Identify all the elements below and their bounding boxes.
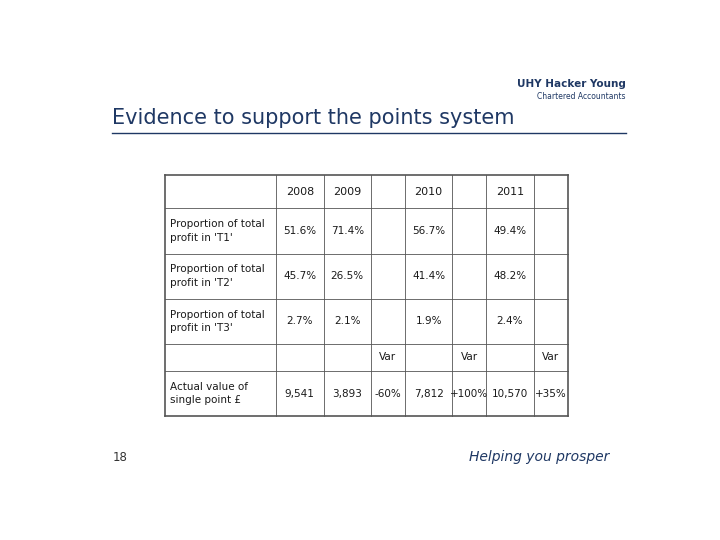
Text: 2008: 2008 (286, 187, 314, 197)
Text: Proportion of total
profit in 'T2': Proportion of total profit in 'T2' (170, 265, 264, 288)
Text: 48.2%: 48.2% (493, 271, 526, 281)
Text: 3,893: 3,893 (333, 389, 362, 399)
Text: 10,570: 10,570 (492, 389, 528, 399)
Text: 18: 18 (112, 451, 127, 464)
Text: Proportion of total
profit in 'T3': Proportion of total profit in 'T3' (170, 309, 264, 333)
Text: 49.4%: 49.4% (493, 226, 526, 236)
Text: 1.9%: 1.9% (415, 316, 442, 326)
Text: 2.7%: 2.7% (287, 316, 313, 326)
Text: Helping you prosper: Helping you prosper (469, 450, 609, 464)
Text: 9,541: 9,541 (285, 389, 315, 399)
Text: 41.4%: 41.4% (412, 271, 445, 281)
Text: 2.1%: 2.1% (334, 316, 361, 326)
Text: Var: Var (542, 353, 559, 362)
Text: Evidence to support the points system: Evidence to support the points system (112, 109, 515, 129)
Text: 51.6%: 51.6% (283, 226, 316, 236)
Text: 2010: 2010 (415, 187, 443, 197)
Text: -60%: -60% (374, 389, 401, 399)
Text: UHY Hacker Young: UHY Hacker Young (517, 79, 626, 89)
Text: 2.4%: 2.4% (497, 316, 523, 326)
Text: 7,812: 7,812 (414, 389, 444, 399)
Text: Actual value of
single point £: Actual value of single point £ (170, 382, 248, 405)
Text: Var: Var (379, 353, 397, 362)
Text: +100%: +100% (450, 389, 488, 399)
Text: 56.7%: 56.7% (412, 226, 445, 236)
Text: 45.7%: 45.7% (283, 271, 316, 281)
Text: 26.5%: 26.5% (330, 271, 364, 281)
Text: Var: Var (461, 353, 478, 362)
Text: Proportion of total
profit in 'T1': Proportion of total profit in 'T1' (170, 219, 264, 242)
Text: 71.4%: 71.4% (330, 226, 364, 236)
Text: +35%: +35% (535, 389, 567, 399)
Text: 2011: 2011 (496, 187, 524, 197)
Text: Chartered Accountants: Chartered Accountants (537, 92, 626, 101)
Text: 2009: 2009 (333, 187, 361, 197)
